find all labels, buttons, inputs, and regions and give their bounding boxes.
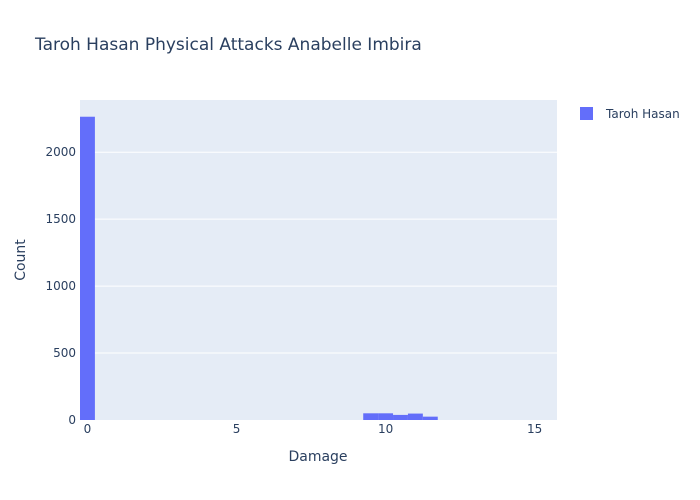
x-tick-label-3: 15 <box>527 422 542 436</box>
plot-background <box>80 100 557 420</box>
y-tick-label-1: 500 <box>53 346 76 360</box>
y-tick-label-3: 1500 <box>45 212 76 226</box>
bar-2[interactable] <box>378 413 394 420</box>
x-tick-label-2: 10 <box>378 422 393 436</box>
bar-5[interactable] <box>422 416 438 420</box>
legend-label[interactable]: Taroh Hasan <box>605 107 680 121</box>
legend-swatch[interactable] <box>580 107 593 120</box>
bar-3[interactable] <box>393 414 408 420</box>
x-tick-labels: 0 5 10 15 <box>84 422 543 436</box>
gridlines <box>80 151 557 354</box>
y-tick-label-4: 2000 <box>45 145 76 159</box>
legend[interactable]: Taroh Hasan <box>580 107 680 121</box>
y-tick-label-2: 1000 <box>45 279 76 293</box>
y-axis-title: Count <box>13 239 29 281</box>
bar-0[interactable] <box>80 116 95 421</box>
bar-4[interactable] <box>407 413 423 420</box>
x-tick-label-0: 0 <box>84 422 92 436</box>
y-tick-label-0: 0 <box>68 413 76 427</box>
bars[interactable] <box>80 116 438 421</box>
x-tick-label-1: 5 <box>233 422 241 436</box>
y-tick-labels: 0 500 1000 1500 2000 <box>45 145 76 427</box>
x-axis-title: Damage <box>288 449 347 465</box>
chart-title: Taroh Hasan Physical Attacks Anabelle Im… <box>34 35 422 55</box>
bar-1[interactable] <box>363 413 379 420</box>
